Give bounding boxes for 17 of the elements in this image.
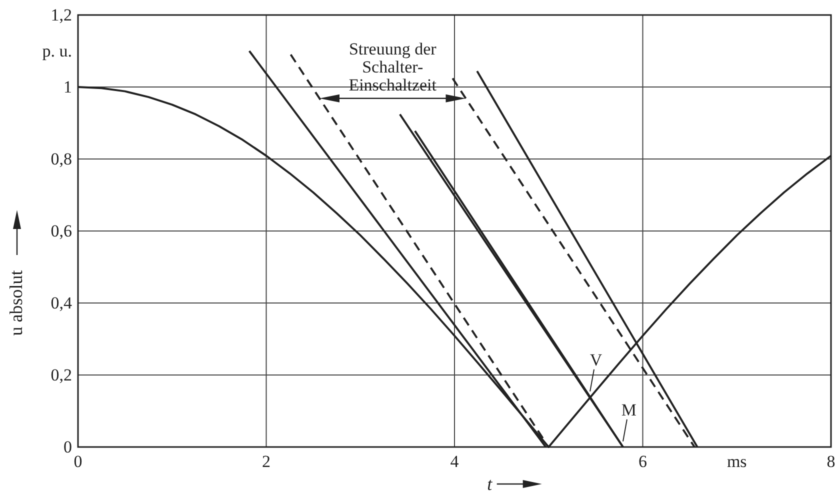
- y-axis-title: u absolut: [6, 270, 26, 336]
- y-tick-label: 0: [64, 437, 72, 456]
- annotation: M: [621, 400, 637, 420]
- y-tick-label: 0,2: [50, 365, 72, 384]
- y-tick-label: 0,6: [50, 221, 72, 240]
- x-tick-label: 6: [638, 452, 647, 472]
- x-tick-label: 2: [262, 452, 270, 472]
- y-tick-label: 0,4: [50, 293, 72, 312]
- x-tick-label: 4: [450, 452, 460, 472]
- y-tick-label: 1: [64, 77, 72, 96]
- x-axis-title: t: [487, 474, 494, 494]
- y-tick-label: 0,8: [50, 149, 72, 168]
- y-tick-label: 1,2: [50, 5, 72, 24]
- y-tick-label: p. u.: [42, 41, 72, 60]
- x-tick-label: 8: [826, 452, 836, 472]
- annotation: V: [590, 350, 603, 370]
- x-tick-label: ms: [726, 452, 747, 472]
